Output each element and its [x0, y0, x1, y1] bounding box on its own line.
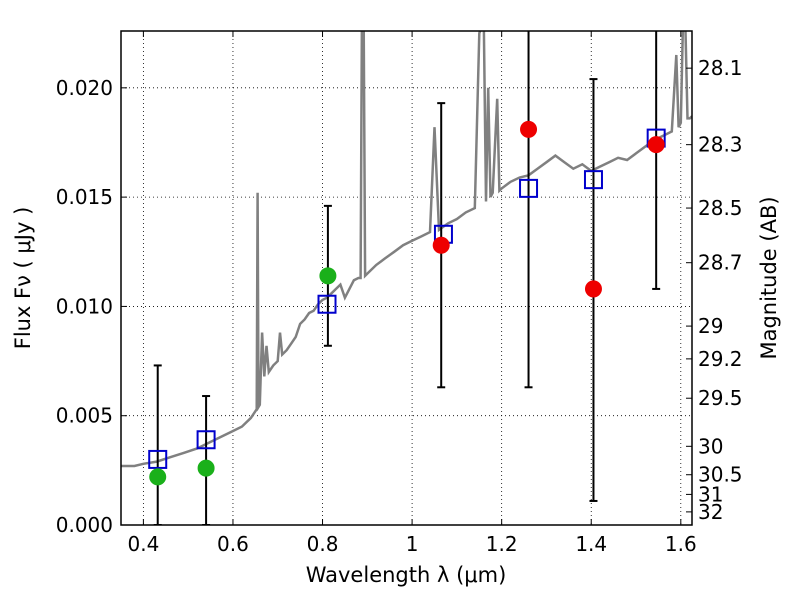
right-tick-label: 28.1	[698, 56, 743, 80]
y-tick-label: 0.005	[56, 404, 113, 428]
right-tick-label: 31	[698, 482, 723, 506]
plot-frame	[120, 30, 693, 526]
model-flux-square	[317, 294, 337, 314]
right-tick-label: 32	[698, 500, 723, 524]
y-axis-label: Flux Fν ( μJy )	[11, 207, 35, 350]
right-tick-label: 29.2	[698, 347, 743, 371]
right-axis-label: Magnitude (AB)	[757, 196, 781, 359]
plot-area	[121, 31, 692, 525]
observed-flux-point	[647, 136, 665, 154]
model-spectrum-line	[121, 31, 692, 468]
right-tick-label: 28.3	[698, 133, 743, 157]
y-tick-label: 0.015	[56, 185, 113, 209]
y-tick-label: 0.010	[56, 294, 113, 318]
data-markers	[148, 120, 666, 486]
x-tick-label: 0.4	[127, 532, 159, 556]
right-tick-label: 28.5	[698, 196, 743, 220]
model-flux-square	[148, 449, 168, 469]
x-axis-label: Wavelength λ (μm)	[306, 563, 507, 587]
observed-flux-point	[584, 280, 602, 298]
right-tick-label: 30.5	[698, 463, 743, 487]
observed-flux-point	[432, 236, 450, 254]
right-tick-label: 30	[698, 434, 723, 458]
model-flux-square	[196, 430, 216, 450]
plot-background	[121, 31, 692, 525]
detection-point	[197, 459, 215, 477]
y-axis-ticks: 0.000 0.005 0.010 0.015 0.020	[56, 76, 127, 537]
right-tick-label: 28.7	[698, 251, 743, 275]
detection-point	[149, 468, 167, 486]
right-tick-label: 29	[698, 314, 723, 338]
x-tick-label: 1.6	[665, 532, 697, 556]
detection-point	[319, 267, 337, 285]
x-tick-label: 0.8	[307, 532, 339, 556]
observed-flux-point	[520, 120, 538, 138]
model-flux-square	[583, 170, 603, 190]
y-tick-label: 0.000	[56, 513, 113, 537]
x-tick-label: 1	[406, 532, 419, 556]
x-tick-label: 1.4	[575, 532, 607, 556]
model-flux-square	[519, 178, 539, 198]
x-tick-label: 1.2	[486, 532, 518, 556]
x-axis-ticks: 0.4 0.6 0.8 1 1.2 1.4 1.6	[127, 31, 697, 556]
y-tick-label: 0.020	[56, 76, 113, 100]
right-tick-label: 29.5	[698, 386, 743, 410]
x-tick-label: 0.6	[217, 532, 249, 556]
